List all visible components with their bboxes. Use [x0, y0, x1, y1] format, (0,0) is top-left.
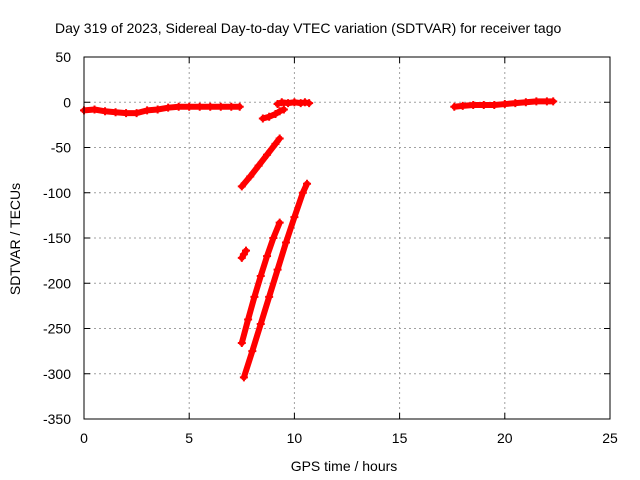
data-series-trace	[240, 180, 311, 381]
y-tick-label: 50	[55, 49, 71, 65]
y-tick-label: 0	[63, 94, 71, 110]
y-axis-label: SDTVAR / TECUs	[7, 183, 23, 295]
data-series-trace	[238, 247, 250, 261]
chart-title: Day 319 of 2023, Sidereal Day-to-day VTE…	[55, 20, 562, 36]
x-tick-label: 10	[287, 430, 303, 446]
y-tick-label: -350	[43, 411, 71, 427]
x-tick-label: 15	[392, 430, 408, 446]
data-series-trace	[238, 135, 283, 190]
y-tick-label: -250	[43, 321, 71, 337]
y-tick-label: -150	[43, 230, 71, 246]
data-series-trace	[274, 99, 313, 108]
axis-ticks: 0 5 10 15 20 25 50 0 -50 -100 -150 -200 -250 -300 -350	[43, 49, 618, 446]
data-points	[80, 97, 558, 382]
data-series-trace	[259, 106, 287, 122]
y-tick-label: -50	[51, 140, 71, 156]
data-series-trace	[81, 103, 243, 117]
x-tick-label: 20	[497, 430, 513, 446]
x-tick-label: 0	[80, 430, 88, 446]
data-series-trace	[238, 219, 283, 346]
y-tick-label: -300	[43, 366, 71, 382]
y-tick-label: -100	[43, 185, 71, 201]
x-axis-label: GPS time / hours	[291, 458, 398, 474]
data-series-trace	[451, 98, 557, 110]
x-tick-label: 5	[185, 430, 193, 446]
plot-frame	[83, 56, 611, 420]
x-tick-label: 25	[602, 430, 618, 446]
grid-lines	[84, 57, 610, 419]
y-tick-label: -200	[43, 275, 71, 291]
